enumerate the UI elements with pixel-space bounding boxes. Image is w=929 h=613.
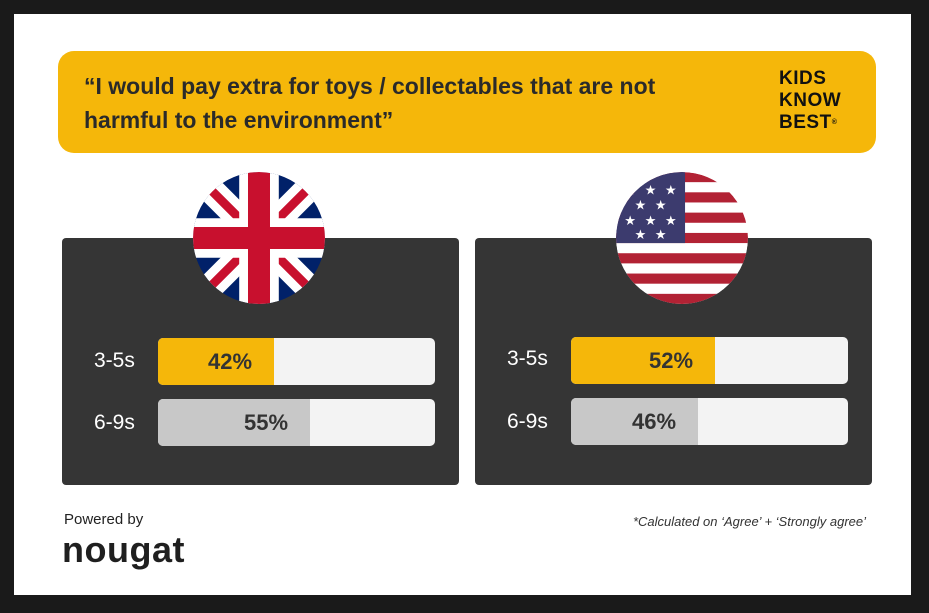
- us-bar-track-0: 52%: [571, 337, 848, 384]
- us-bar-track-1: 46%: [571, 398, 848, 445]
- nougat-logo: nougat: [62, 529, 185, 570]
- svg-text:★: ★: [624, 183, 636, 198]
- uk-bar-track-1: 55%: [158, 399, 435, 446]
- us-value-label-1: 46%: [632, 409, 677, 434]
- svg-text:★: ★: [634, 199, 646, 214]
- svg-text:★: ★: [634, 228, 646, 243]
- svg-text:★: ★: [645, 183, 657, 198]
- uk-row-label-0: 3-5s: [94, 349, 135, 372]
- us-row-label-0: 3-5s: [507, 347, 548, 370]
- us-row-label-1: 6-9s: [507, 410, 548, 433]
- us-value-label-0: 52%: [649, 348, 694, 373]
- uk-bar-track-0: 42%: [158, 338, 435, 385]
- logo-line-1: KIDS: [779, 68, 827, 89]
- logo-line-2: KNOW: [779, 90, 842, 111]
- svg-text:★: ★: [665, 214, 677, 229]
- us-flag-icon: ★ ★ ★ ★ ★ ★ ★ ★ ★ ★: [616, 172, 748, 304]
- uk-bar-0: [158, 338, 274, 385]
- svg-text:★: ★: [665, 183, 677, 198]
- us-bar-1: [571, 398, 698, 445]
- svg-text:★: ★: [655, 228, 667, 243]
- svg-text:★: ★: [624, 214, 636, 229]
- uk-value-label-1: 55%: [244, 410, 289, 435]
- quote-text: “I would pay extra for toys / collectabl…: [84, 73, 656, 133]
- uk-bar-1: [158, 399, 310, 446]
- footnote: *Calculated on ‘Agree’ + ‘Strongly agree…: [632, 514, 866, 529]
- us-bar-0: [571, 337, 715, 384]
- svg-text:★: ★: [645, 214, 657, 229]
- quote-banner: “I would pay extra for toys / collectabl…: [58, 51, 876, 153]
- logo-line-3: BEST®: [779, 112, 838, 133]
- powered-by-label: Powered by: [64, 511, 144, 528]
- uk-row-label-1: 6-9s: [94, 411, 135, 434]
- svg-text:★: ★: [655, 199, 667, 214]
- kids-know-best-logo: KIDS KNOW BEST®: [779, 68, 869, 134]
- infographic-card: “I would pay extra for toys / collectabl…: [14, 14, 911, 595]
- uk-flag-icon: [193, 172, 325, 304]
- uk-value-label-0: 42%: [208, 349, 253, 374]
- us-panel: 3-5s 52% 6-9s 46%: [475, 238, 872, 485]
